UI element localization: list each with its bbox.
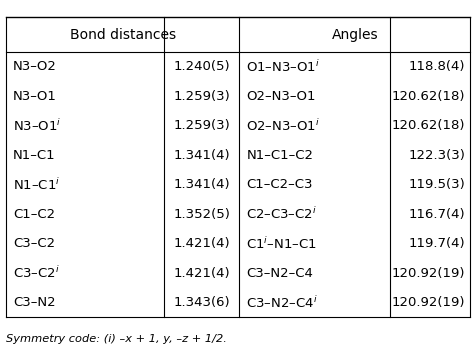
Text: 120.62(18): 120.62(18) bbox=[392, 119, 465, 132]
Text: N3–O1$^{i}$: N3–O1$^{i}$ bbox=[13, 118, 62, 134]
Text: 1.240(5): 1.240(5) bbox=[173, 60, 230, 73]
Text: Symmetry code: (i) –x + 1, y, –z + 1/2.: Symmetry code: (i) –x + 1, y, –z + 1/2. bbox=[6, 334, 227, 344]
Text: 1.259(3): 1.259(3) bbox=[173, 119, 230, 132]
Text: N1–C1$^{i}$: N1–C1$^{i}$ bbox=[13, 177, 61, 193]
Text: 1.259(3): 1.259(3) bbox=[173, 90, 230, 103]
Text: Bond distances: Bond distances bbox=[70, 27, 176, 42]
Text: C3–N2–C4$^{i}$: C3–N2–C4$^{i}$ bbox=[246, 295, 318, 311]
Text: C3–N2: C3–N2 bbox=[13, 296, 56, 309]
Text: O2–N3–O1: O2–N3–O1 bbox=[246, 90, 316, 103]
Text: 1.341(4): 1.341(4) bbox=[173, 149, 230, 162]
Text: 118.8(4): 118.8(4) bbox=[409, 60, 465, 73]
Text: 116.7(4): 116.7(4) bbox=[409, 208, 465, 221]
Text: 120.62(18): 120.62(18) bbox=[392, 90, 465, 103]
Text: C1–C2: C1–C2 bbox=[13, 208, 55, 221]
Text: C1–C2–C3: C1–C2–C3 bbox=[246, 178, 313, 191]
Text: N1–C1: N1–C1 bbox=[13, 149, 56, 162]
Text: 122.3(3): 122.3(3) bbox=[409, 149, 465, 162]
Text: O2–N3–O1$^{i}$: O2–N3–O1$^{i}$ bbox=[246, 118, 320, 134]
Text: 1.352(5): 1.352(5) bbox=[173, 208, 230, 221]
Text: Angles: Angles bbox=[331, 27, 378, 42]
Text: 120.92(19): 120.92(19) bbox=[392, 267, 465, 280]
Text: 119.7(4): 119.7(4) bbox=[409, 237, 465, 250]
Text: C2–C3–C2$^{i}$: C2–C3–C2$^{i}$ bbox=[246, 206, 318, 222]
Text: 120.92(19): 120.92(19) bbox=[392, 296, 465, 309]
Text: 1.341(4): 1.341(4) bbox=[173, 178, 230, 191]
Text: 1.421(4): 1.421(4) bbox=[173, 237, 230, 250]
Text: 1.343(6): 1.343(6) bbox=[173, 296, 230, 309]
Text: C1$^{i}$–N1–C1: C1$^{i}$–N1–C1 bbox=[246, 236, 317, 252]
Text: N3–O1: N3–O1 bbox=[13, 90, 57, 103]
Text: C3–N2–C4: C3–N2–C4 bbox=[246, 267, 313, 280]
Text: O1–N3–O1$^{i}$: O1–N3–O1$^{i}$ bbox=[246, 59, 320, 75]
Text: N3–O2: N3–O2 bbox=[13, 60, 57, 73]
Text: 1.421(4): 1.421(4) bbox=[173, 267, 230, 280]
Text: C3–C2$^{i}$: C3–C2$^{i}$ bbox=[13, 265, 60, 281]
Text: N1–C1–C2: N1–C1–C2 bbox=[246, 149, 313, 162]
Text: C3–C2: C3–C2 bbox=[13, 237, 55, 250]
Text: 119.5(3): 119.5(3) bbox=[409, 178, 465, 191]
